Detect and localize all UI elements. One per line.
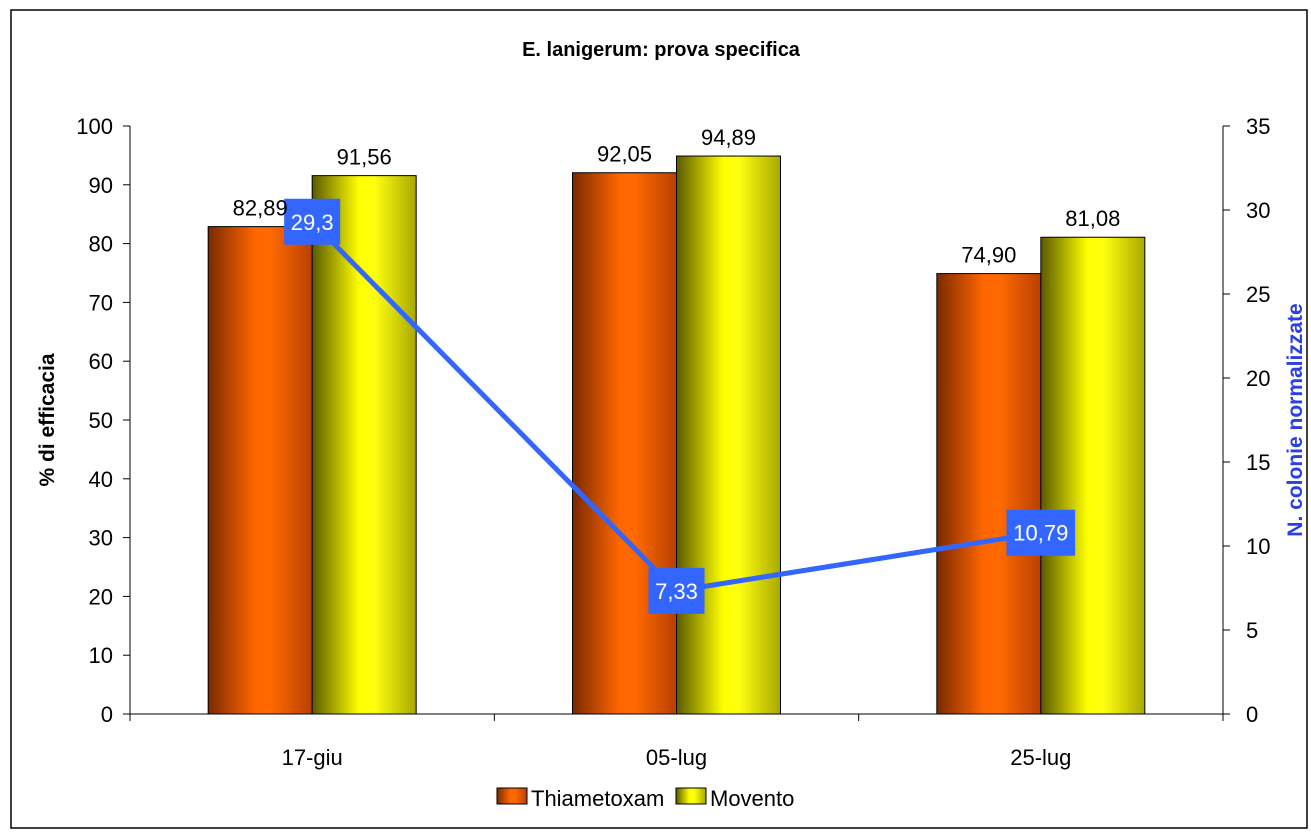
y-tick-label: 60 [89,349,113,374]
y2-tick-label: 5 [1246,618,1258,643]
bar-value-label: 74,90 [961,243,1016,268]
y-tick-label: 70 [89,290,113,315]
y2-tick-label: 0 [1246,702,1258,727]
y-tick-label: 80 [89,232,113,257]
y2-tick-label: 10 [1246,534,1270,559]
y-axis-title: % di efficacia [36,353,59,486]
line-value-label: 29,3 [291,210,334,235]
line-point-marker [648,567,705,614]
bar-movento [676,155,781,715]
bar-value-label: 82,89 [233,196,288,221]
bar-thiametoxam [572,172,677,715]
y-tick-label: 20 [89,584,113,609]
y2-axis-title: N. colonie normalizzate [1284,303,1307,536]
y2-tick-label: 35 [1246,114,1270,139]
y-tick-label: 0 [101,702,113,727]
bar-thiametoxam [936,273,1042,715]
legend-label-thiametoxam: Thiametoxam [531,786,664,811]
line-value-label: 7,33 [655,579,698,604]
bar-value-label: 81,08 [1065,206,1120,231]
bar-movento [1040,236,1146,715]
y2-tick-label: 30 [1246,198,1270,223]
y-tick-label: 100 [76,114,113,139]
bar-value-label: 94,89 [701,125,756,150]
bar-thiametoxam [207,226,313,715]
legend-swatch-movento [675,787,707,805]
line-value-label: 10,79 [1013,521,1068,546]
bar-value-label: 91,56 [337,145,392,170]
x-tick-label: 05-lug [646,745,707,770]
legend-label-movento: Movento [710,786,794,811]
line-point-marker [284,198,341,245]
y2-tick-label: 25 [1246,282,1270,307]
chart-title: E. lanigerum: prova specifica [522,39,801,61]
x-tick-label: 17-giu [282,745,343,770]
y-tick-label: 40 [89,467,113,492]
x-tick-label: 25-lug [1010,745,1071,770]
y-tick-label: 50 [89,408,113,433]
y2-tick-label: 20 [1246,366,1270,391]
legend-swatch-thiametoxam [496,787,528,805]
bar-value-label: 92,05 [597,142,652,167]
y-tick-label: 90 [89,173,113,198]
bar-movento [311,175,417,715]
y2-tick-label: 15 [1246,450,1270,475]
line-point-marker [1006,509,1076,556]
y-tick-label: 10 [89,643,113,668]
y-tick-label: 30 [89,526,113,551]
